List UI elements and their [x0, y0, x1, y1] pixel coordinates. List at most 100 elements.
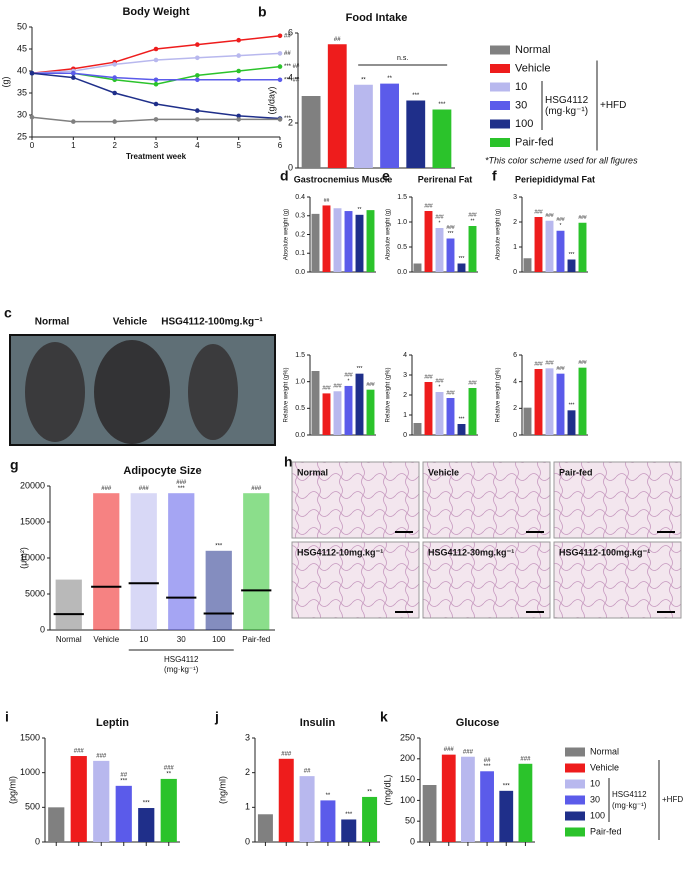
data-point	[112, 90, 117, 96]
chart-title: Gastrocnemius Muscle	[294, 174, 393, 184]
significance-label: ***	[284, 116, 292, 122]
significance-label: ###	[435, 214, 444, 220]
data-point	[236, 37, 241, 43]
data-point	[236, 77, 241, 83]
y-tick-label: 2	[403, 392, 407, 399]
histology-image	[422, 541, 551, 619]
data-point	[153, 81, 159, 87]
chart-title: Periepididymal Fat	[515, 174, 595, 184]
significance-label: ***	[215, 543, 223, 549]
histology-caption: Normal	[297, 467, 328, 477]
legend-label: 10	[515, 81, 527, 93]
y-tick-label: 50	[17, 21, 27, 31]
y-tick-label: 1.0	[295, 379, 305, 386]
data-point	[112, 119, 117, 124]
x-tick-label: 1	[71, 141, 76, 150]
y-tick-label: 0.5	[397, 244, 407, 251]
bar	[406, 100, 426, 168]
legend-condition: +HFD	[600, 100, 626, 111]
bar	[160, 778, 177, 842]
legend-group-label: HSG4112	[545, 95, 589, 106]
bar	[499, 790, 514, 842]
y-tick-label: 250	[400, 732, 415, 742]
y-axis-label: (μm²)	[18, 547, 28, 569]
data-point	[195, 55, 200, 61]
y-tick-label: 6	[288, 27, 293, 37]
data-point	[277, 77, 283, 83]
data-point	[277, 51, 283, 56]
y-tick-label: 4	[288, 72, 293, 82]
significance-label: ###	[164, 765, 175, 771]
bracket-label: n.s.	[397, 55, 408, 62]
x-tick-label: 3	[154, 141, 159, 150]
y-axis-label: Relative weight (g%)	[284, 367, 290, 422]
y-tick-label: 5000	[25, 588, 45, 598]
panel-letter: e	[382, 168, 390, 184]
significance-label: ###	[556, 366, 565, 372]
bar	[344, 211, 353, 272]
y-axis-label: (pg/ml)	[7, 776, 17, 804]
bar	[48, 807, 65, 842]
legend-swatch	[490, 82, 510, 92]
bar	[115, 785, 132, 842]
y-tick-label: 6	[513, 352, 517, 359]
significance-label: **	[166, 771, 171, 777]
bar	[534, 369, 543, 435]
significance-label: ###	[322, 386, 331, 392]
bar	[341, 819, 357, 842]
bar	[93, 760, 110, 842]
photo-caption: HSG4112-100mg.kg⁻¹	[161, 317, 263, 328]
y-tick-label: 50	[405, 816, 415, 826]
histology-caption: Pair-fed	[559, 467, 593, 477]
bar	[422, 785, 437, 842]
significance-label: ***	[438, 102, 446, 108]
y-axis-label: Relative weight (g%)	[496, 367, 502, 422]
significance-label: ##	[304, 769, 311, 775]
bar	[355, 214, 364, 272]
data-point	[71, 119, 76, 124]
x-tick-label: 2	[112, 141, 117, 150]
data-point	[153, 101, 159, 107]
significance-label: ###	[74, 749, 85, 755]
y-tick-label: 4	[513, 379, 517, 386]
y-tick-label: 35	[17, 87, 27, 97]
data-point	[195, 73, 200, 78]
y-tick-label: 2	[288, 117, 293, 127]
chart-title: Insulin	[300, 717, 336, 729]
significance-label: ***	[484, 764, 492, 770]
significance-label: ##	[324, 198, 330, 204]
data-point	[195, 108, 200, 113]
legend-label: Normal	[590, 746, 619, 756]
significance-label: *	[439, 384, 441, 390]
legend-label: 100	[515, 118, 533, 130]
group-label: (mg·kg⁻¹)	[164, 665, 199, 674]
significance-label: ###	[468, 380, 477, 386]
x-tick-label: 4	[195, 141, 200, 150]
legend-swatch	[565, 763, 585, 773]
y-tick-label: 2	[245, 767, 250, 777]
bar	[311, 213, 320, 272]
significance-label: ###	[281, 751, 292, 757]
legend-label: 30	[515, 99, 527, 111]
y-tick-label: 1	[403, 412, 407, 419]
data-line	[31, 35, 281, 74]
bar	[362, 796, 378, 842]
point-spread	[93, 493, 120, 630]
legend-label: Pair-fed	[515, 136, 554, 148]
significance-label: **	[367, 790, 372, 796]
bar	[355, 373, 364, 435]
significance-label: ***	[459, 256, 465, 262]
y-tick-label: 0	[40, 624, 45, 634]
panel-letter: j	[214, 709, 219, 725]
y-tick-label: 1.5	[397, 194, 407, 201]
data-point	[195, 77, 200, 83]
significance-label: *	[348, 378, 350, 384]
bar	[299, 776, 315, 842]
y-axis-label: (g/day)	[266, 86, 276, 114]
bar	[278, 758, 294, 842]
significance-label: ###	[444, 747, 455, 753]
bar	[413, 263, 422, 272]
histology-caption: Vehicle	[428, 467, 459, 477]
chart-title: Glucose	[456, 717, 499, 729]
bar	[366, 210, 375, 272]
